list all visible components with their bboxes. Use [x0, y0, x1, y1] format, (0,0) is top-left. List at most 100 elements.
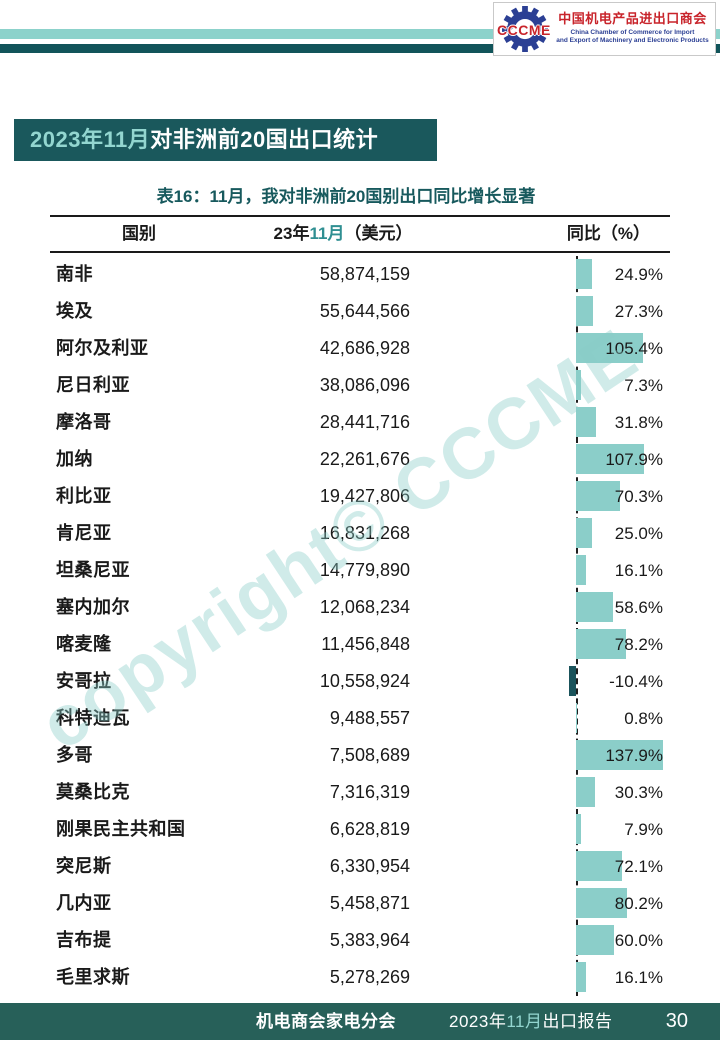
column-header-country: 国别: [122, 224, 156, 243]
country-cell: 吉布提: [56, 930, 112, 950]
table-row: 几内亚 5,458,871 80.2%: [0, 885, 720, 922]
export-value-cell: 28,441,716: [319, 412, 410, 432]
footer-report-suffix: 出口报告: [542, 1012, 613, 1031]
yoy-bar: [576, 481, 620, 511]
table-rows: 南非 58,874,159 24.9% 埃及 55,644,566 27.3% 阿尔及利亚 4…: [0, 256, 720, 996]
column-header-value-unit: （美元）: [344, 224, 413, 243]
column-header-value-year: 23年: [273, 224, 310, 243]
export-value-cell: 12,068,234: [319, 597, 410, 617]
country-cell: 科特迪瓦: [56, 708, 130, 728]
yoy-bar: [576, 333, 643, 363]
table-row: 喀麦隆 11,456,848 78.2%: [0, 626, 720, 663]
country-cell: 埃及: [56, 301, 93, 321]
logo-name-en-line1: China Chamber of Commerce for Import: [570, 28, 695, 36]
country-cell: 南非: [56, 264, 93, 284]
yoy-bar: [576, 407, 596, 437]
yoy-bar: [576, 925, 614, 955]
country-cell: 加纳: [56, 449, 93, 469]
yoy-percent-cell: 72.1%: [614, 857, 663, 876]
header-stripe-light: [0, 29, 720, 39]
export-value-cell: 55,644,566: [319, 301, 410, 321]
country-cell: 毛里求斯: [56, 967, 130, 987]
export-value-cell: 58,874,159: [319, 264, 410, 284]
country-cell: 肯尼亚: [56, 523, 112, 543]
export-value-cell: 38,086,096: [319, 375, 410, 395]
yoy-bar: [576, 296, 593, 326]
table-row: 吉布提 5,383,964 60.0%: [0, 922, 720, 959]
export-value-cell: 7,508,689: [329, 745, 410, 765]
export-value-cell: 16,831,268: [319, 523, 410, 543]
yoy-percent-cell: 105.4%: [605, 339, 663, 358]
table-row: 利比亚 19,427,806 70.3%: [0, 478, 720, 515]
export-value-cell: 9,488,557: [329, 708, 410, 728]
page-footer: 机电商会家电分会 2023年11月出口报告 30: [0, 1003, 720, 1040]
table-rule-top: [50, 215, 670, 217]
yoy-percent-cell: 70.3%: [614, 487, 663, 506]
zero-axis-dashed-line: [576, 256, 578, 996]
country-cell: 喀麦隆: [56, 634, 112, 654]
table-row: 坦桑尼亚 14,779,890 16.1%: [0, 552, 720, 589]
table-row: 安哥拉 10,558,924 -10.4%: [0, 663, 720, 700]
country-cell: 莫桑比克: [56, 782, 130, 802]
table-row: 肯尼亚 16,831,268 25.0%: [0, 515, 720, 552]
table-row: 科特迪瓦 9,488,557 0.8%: [0, 700, 720, 737]
export-value-cell: 5,278,269: [329, 967, 410, 987]
yoy-bar: [576, 703, 577, 733]
table-row: 多哥 7,508,689 137.9%: [0, 737, 720, 774]
export-value-cell: 5,458,871: [329, 893, 410, 913]
yoy-bar: [576, 888, 627, 918]
export-value-cell: 5,383,964: [329, 930, 410, 950]
export-value-cell: 7,316,319: [329, 782, 410, 802]
table-row: 摩洛哥 28,441,716 31.8%: [0, 404, 720, 441]
table-row: 突尼斯 6,330,954 72.1%: [0, 848, 720, 885]
export-value-cell: 10,558,924: [319, 671, 410, 691]
country-cell: 坦桑尼亚: [56, 560, 130, 580]
yoy-bar: [576, 592, 613, 622]
table-row: 尼日利亚 38,086,096 7.3%: [0, 367, 720, 404]
column-header-value: 23年11月（美元）: [253, 224, 433, 244]
yoy-percent-cell: 24.9%: [614, 265, 663, 284]
yoy-percent-cell: 58.6%: [614, 598, 663, 617]
table-row: 毛里求斯 5,278,269 16.1%: [0, 959, 720, 996]
country-cell: 安哥拉: [56, 671, 112, 691]
yoy-bar: [576, 370, 581, 400]
yoy-bar: [576, 629, 626, 659]
country-cell: 摩洛哥: [56, 412, 112, 432]
yoy-percent-cell: 30.3%: [614, 783, 663, 802]
export-value-cell: 14,779,890: [319, 560, 410, 580]
export-value-cell: 6,330,954: [329, 856, 410, 876]
country-cell: 阿尔及利亚: [56, 338, 149, 358]
page-title-period: 2023年11月: [30, 127, 151, 152]
footer-report-year: 2023年: [449, 1012, 507, 1031]
yoy-bar: [576, 444, 644, 474]
table-row: 加纳 22,261,676 107.9%: [0, 441, 720, 478]
yoy-percent-cell: 7.3%: [624, 376, 663, 395]
export-value-cell: 42,686,928: [319, 338, 410, 358]
yoy-percent-cell: 25.0%: [614, 524, 663, 543]
yoy-percent-cell: 16.1%: [614, 968, 663, 987]
yoy-percent-cell: -10.4%: [609, 672, 663, 691]
cccme-logo: CCCME 中国机电产品进出口商会 China Chamber of Comme…: [493, 2, 716, 56]
table-row: 埃及 55,644,566 27.3%: [0, 293, 720, 330]
country-cell: 突尼斯: [56, 856, 112, 876]
table-caption: 表16：11月，我对非洲前20国别出口同比增长显著: [156, 187, 536, 206]
yoy-bar: [576, 814, 581, 844]
table-row: 塞内加尔 12,068,234 58.6%: [0, 589, 720, 626]
yoy-percent-cell: 0.8%: [624, 709, 663, 728]
column-header-yoy: 同比（%）: [566, 224, 650, 243]
yoy-percent-cell: 7.9%: [624, 820, 663, 839]
table-row: 莫桑比克 7,316,319 30.3%: [0, 774, 720, 811]
country-cell: 尼日利亚: [56, 375, 130, 395]
yoy-bar: [576, 555, 586, 585]
export-value-cell: 22,261,676: [319, 449, 410, 469]
export-value-cell: 11,456,848: [321, 634, 410, 654]
column-header-value-month: 11月: [309, 224, 345, 243]
yoy-percent-cell: 78.2%: [614, 635, 663, 654]
country-cell: 利比亚: [56, 486, 112, 506]
yoy-percent-cell: 16.1%: [614, 561, 663, 580]
yoy-bar: [576, 518, 592, 548]
logo-name-en-line2: and Export of Machinery and Electronic P…: [556, 37, 709, 45]
yoy-percent-cell: 80.2%: [614, 894, 663, 913]
table-row: 南非 58,874,159 24.9%: [0, 256, 720, 293]
